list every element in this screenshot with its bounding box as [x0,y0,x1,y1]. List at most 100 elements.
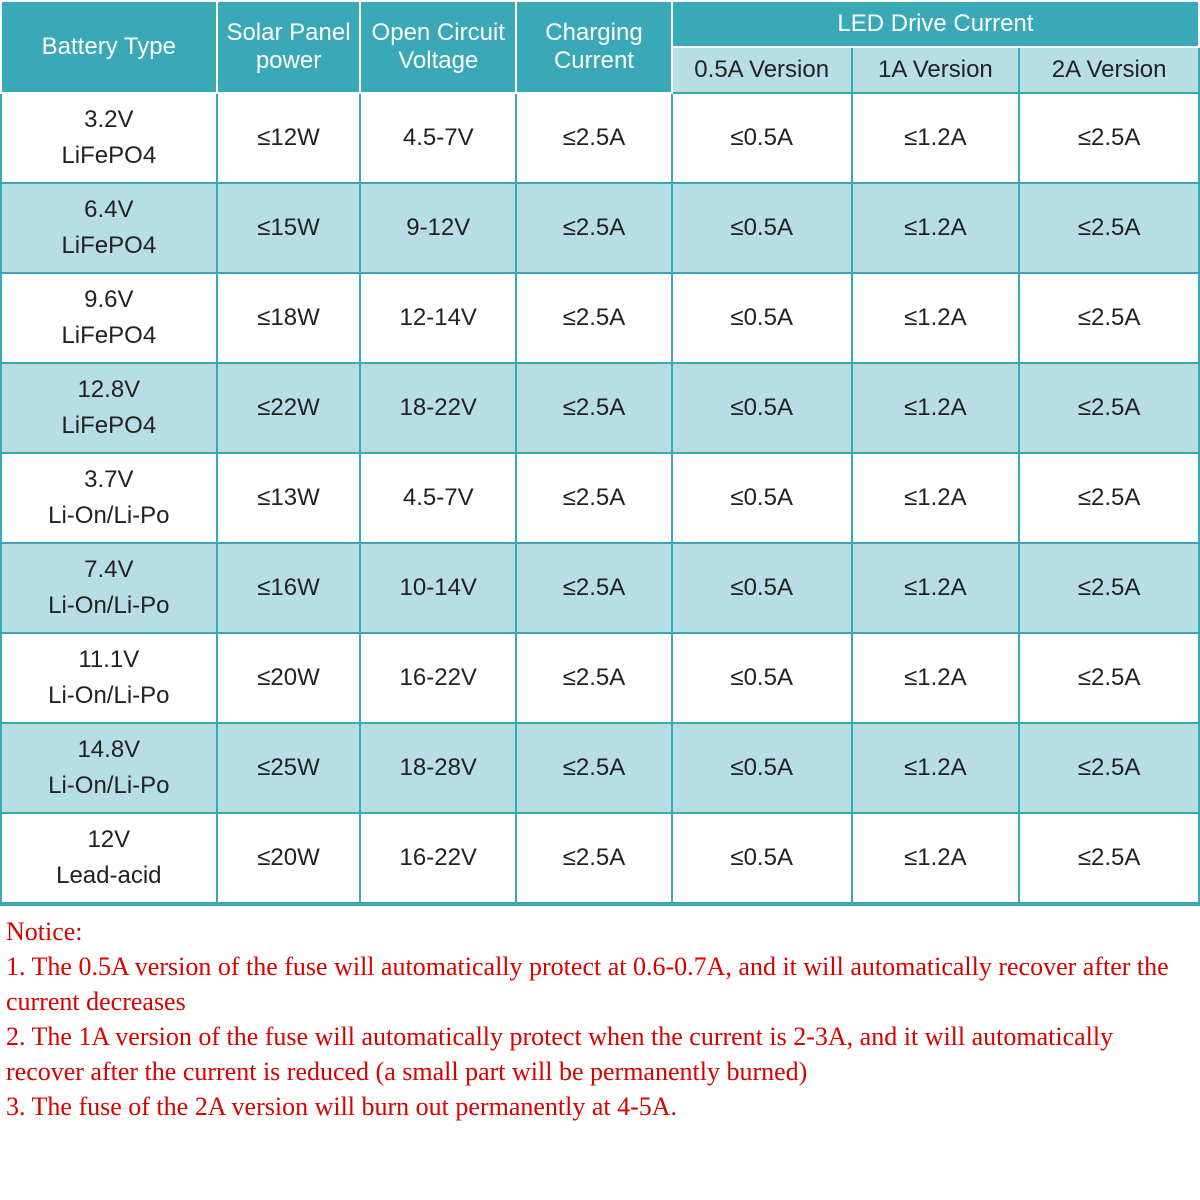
cell-charge: ≤2.5A [516,543,672,633]
battery-chemistry: LiFePO4 [6,228,212,264]
battery-chemistry: Li-On/Li-Po [6,498,212,534]
cell-led2: ≤2.5A [1019,93,1199,183]
cell-voc: 18-28V [360,723,516,813]
cell-voc: 16-22V [360,813,516,903]
battery-voltage: 12V [6,822,212,858]
cell-charge: ≤2.5A [516,723,672,813]
cell-led1: ≤1.2A [852,543,1020,633]
cell-battery: 14.8VLi-On/Li-Po [1,723,217,813]
table-row: 7.4VLi-On/Li-Po≤16W10-14V≤2.5A≤0.5A≤1.2A… [1,543,1199,633]
battery-voltage: 11.1V [6,642,212,678]
cell-battery: 7.4VLi-On/Li-Po [1,543,217,633]
col-led-1: 1A Version [852,47,1020,93]
battery-voltage: 7.4V [6,552,212,588]
cell-led05: ≤0.5A [672,633,852,723]
table-row: 14.8VLi-On/Li-Po≤25W18-28V≤2.5A≤0.5A≤1.2… [1,723,1199,813]
col-voc: Open Circuit Voltage [360,1,516,93]
cell-solar: ≤12W [217,93,361,183]
cell-battery: 11.1VLi-On/Li-Po [1,633,217,723]
cell-led2: ≤2.5A [1019,363,1199,453]
cell-battery: 12VLead-acid [1,813,217,903]
battery-chemistry: LiFePO4 [6,138,212,174]
notice-line: 2. The 1A version of the fuse will autom… [6,1019,1194,1089]
battery-voltage: 14.8V [6,732,212,768]
cell-voc: 18-22V [360,363,516,453]
cell-led1: ≤1.2A [852,633,1020,723]
cell-led2: ≤2.5A [1019,273,1199,363]
table-row: 3.7VLi-On/Li-Po≤13W4.5-7V≤2.5A≤0.5A≤1.2A… [1,453,1199,543]
col-charge: Charging Current [516,1,672,93]
cell-charge: ≤2.5A [516,363,672,453]
cell-solar: ≤20W [217,813,361,903]
col-led-group: LED Drive Current [672,1,1199,47]
battery-voltage: 3.2V [6,102,212,138]
cell-solar: ≤16W [217,543,361,633]
header-row-1: Battery Type Solar Panel power Open Circ… [1,1,1199,47]
cell-led1: ≤1.2A [852,183,1020,273]
cell-solar: ≤25W [217,723,361,813]
cell-led05: ≤0.5A [672,543,852,633]
cell-solar: ≤22W [217,363,361,453]
battery-chemistry: Li-On/Li-Po [6,588,212,624]
spec-table: Battery Type Solar Panel power Open Circ… [0,0,1200,904]
cell-voc: 16-22V [360,633,516,723]
cell-charge: ≤2.5A [516,453,672,543]
cell-solar: ≤20W [217,633,361,723]
cell-led2: ≤2.5A [1019,633,1199,723]
battery-voltage: 3.7V [6,462,212,498]
table-row: 11.1VLi-On/Li-Po≤20W16-22V ≤2.5A ≤0.5A≤1.2… [1,633,1199,723]
battery-chemistry: LiFePO4 [6,318,212,354]
table-row: 6.4VLiFePO4≤15W9-12V≤2.5A≤0.5A≤1.2A≤2.5A [1,183,1199,273]
battery-chemistry: LiFePO4 [6,408,212,444]
notice-line: 1. The 0.5A version of the fuse will aut… [6,949,1194,1019]
cell-charge: ≤2.5A [516,273,672,363]
cell-voc: 12-14V [360,273,516,363]
cell-voc: 4.5-7V [360,453,516,543]
table-row: 9.6VLiFePO4≤18W12-14V≤2.5A≤0.5A≤1.2A≤2.5… [1,273,1199,363]
cell-led1: ≤1.2A [852,723,1020,813]
cell-charge: ≤2.5A [516,93,672,183]
battery-voltage: 9.6V [6,282,212,318]
cell-solar: ≤13W [217,453,361,543]
cell-led2: ≤2.5A [1019,453,1199,543]
cell-charge: ≤2.5A [516,183,672,273]
table-row: 3.2VLiFePO4≤12W4.5-7V≤2.5A≤0.5A≤1.2A≤2.5… [1,93,1199,183]
table-body: 3.2VLiFePO4≤12W4.5-7V≤2.5A≤0.5A≤1.2A≤2.5… [1,93,1199,903]
cell-led1: ≤1.2A [852,453,1020,543]
battery-chemistry: Li-On/Li-Po [6,768,212,804]
table-row: 12.8VLiFePO4≤22W18-22V≤2.5A≤0.5A≤1.2A≤2.… [1,363,1199,453]
table-row: 12VLead-acid≤20W16-22V≤2.5A≤0.5A≤1.2A≤2.… [1,813,1199,903]
cell-led05: ≤0.5A [672,363,852,453]
cell-voc: 10-14V [360,543,516,633]
cell-led05: ≤0.5A [672,183,852,273]
col-solar: Solar Panel power [217,1,361,93]
battery-voltage: 6.4V [6,192,212,228]
notice-block: Notice: 1. The 0.5A version of the fuse … [0,904,1200,1125]
cell-led1: ≤1.2A [852,273,1020,363]
cell-led05: ≤0.5A [672,723,852,813]
cell-led2: ≤2.5A [1019,183,1199,273]
cell-battery: 3.7VLi-On/Li-Po [1,453,217,543]
notice-title: Notice: [6,914,1194,949]
cell-charge: ≤2.5A [516,813,672,903]
cell-battery: 12.8VLiFePO4 [1,363,217,453]
col-led-05: 0.5A Version [672,47,852,93]
notice-line: 3. The fuse of the 2A version will burn … [6,1089,1194,1124]
cell-led1: ≤1.2A [852,813,1020,903]
cell-led1: ≤1.2A [852,363,1020,453]
cell-solar: ≤18W [217,273,361,363]
cell-led2: ≤2.5A [1019,543,1199,633]
battery-chemistry: Lead-acid [6,858,212,894]
cell-led2: ≤2.5A [1019,723,1199,813]
cell-battery: 6.4VLiFePO4 [1,183,217,273]
col-led-2: 2A Version [1019,47,1199,93]
cell-solar: ≤15W [217,183,361,273]
battery-voltage: 12.8V [6,372,212,408]
cell-voc: 9-12V [360,183,516,273]
cell-led05: ≤0.5A [672,93,852,183]
cell-led05: ≤0.5A [672,273,852,363]
cell-led2: ≤2.5A [1019,813,1199,903]
battery-chemistry: Li-On/Li-Po [6,678,212,714]
cell-voc: 4.5-7V [360,93,516,183]
col-battery: Battery Type [1,1,217,93]
